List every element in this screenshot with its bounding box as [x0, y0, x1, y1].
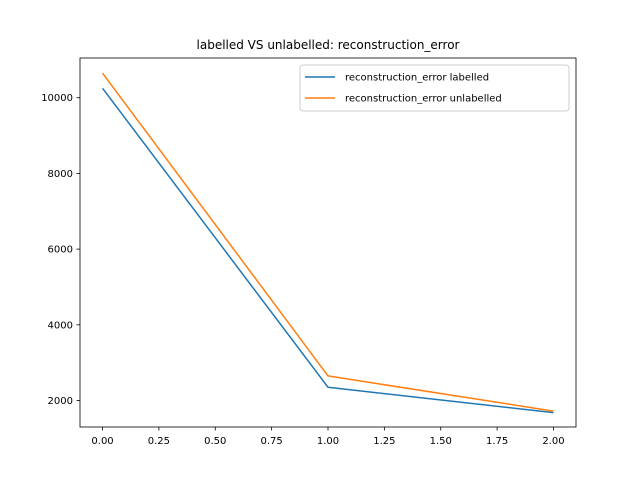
- legend-label: reconstruction_error labelled: [345, 73, 489, 84]
- x-axis: 0.00 0.25 0.50 0.75 1.00 1.25 1.50 1.75 2.00: [91, 427, 565, 447]
- plot-background: [80, 58, 576, 427]
- legend-label: reconstruction_error unlabelled: [345, 94, 502, 105]
- x-tick-label: 0.75: [261, 436, 283, 447]
- x-tick-label: 2.00: [542, 436, 564, 447]
- legend-box: [299, 64, 570, 112]
- legend: reconstruction_error labelled reconstruct…: [299, 64, 570, 112]
- x-tick-label: 1.75: [486, 436, 508, 447]
- series-line-1: [101, 72, 554, 412]
- y-tick-label: 6000: [48, 245, 73, 256]
- x-tick-label: 1.00: [317, 436, 339, 447]
- y-tick-label: 2000: [48, 396, 73, 407]
- x-tick-label: 0.25: [148, 436, 170, 447]
- x-tick-label: 0.00: [91, 436, 113, 447]
- y-tick-label: 8000: [48, 169, 73, 180]
- x-tick-label: 0.50: [204, 436, 226, 447]
- series-layer: [101, 72, 554, 414]
- series-line-0: [101, 87, 554, 414]
- chart-title: labelled VS unlabelled: reconstruction_e…: [197, 38, 460, 52]
- plot-frame: [79, 57, 577, 428]
- x-tick-label: 1.50: [430, 436, 452, 447]
- y-tick-label: 10000: [41, 93, 73, 104]
- x-tick-label: 1.25: [373, 436, 395, 447]
- y-tick-label: 4000: [48, 320, 73, 331]
- plot-area: [80, 58, 576, 427]
- y-axis: 2000 4000 6000 8000 10000: [41, 93, 80, 407]
